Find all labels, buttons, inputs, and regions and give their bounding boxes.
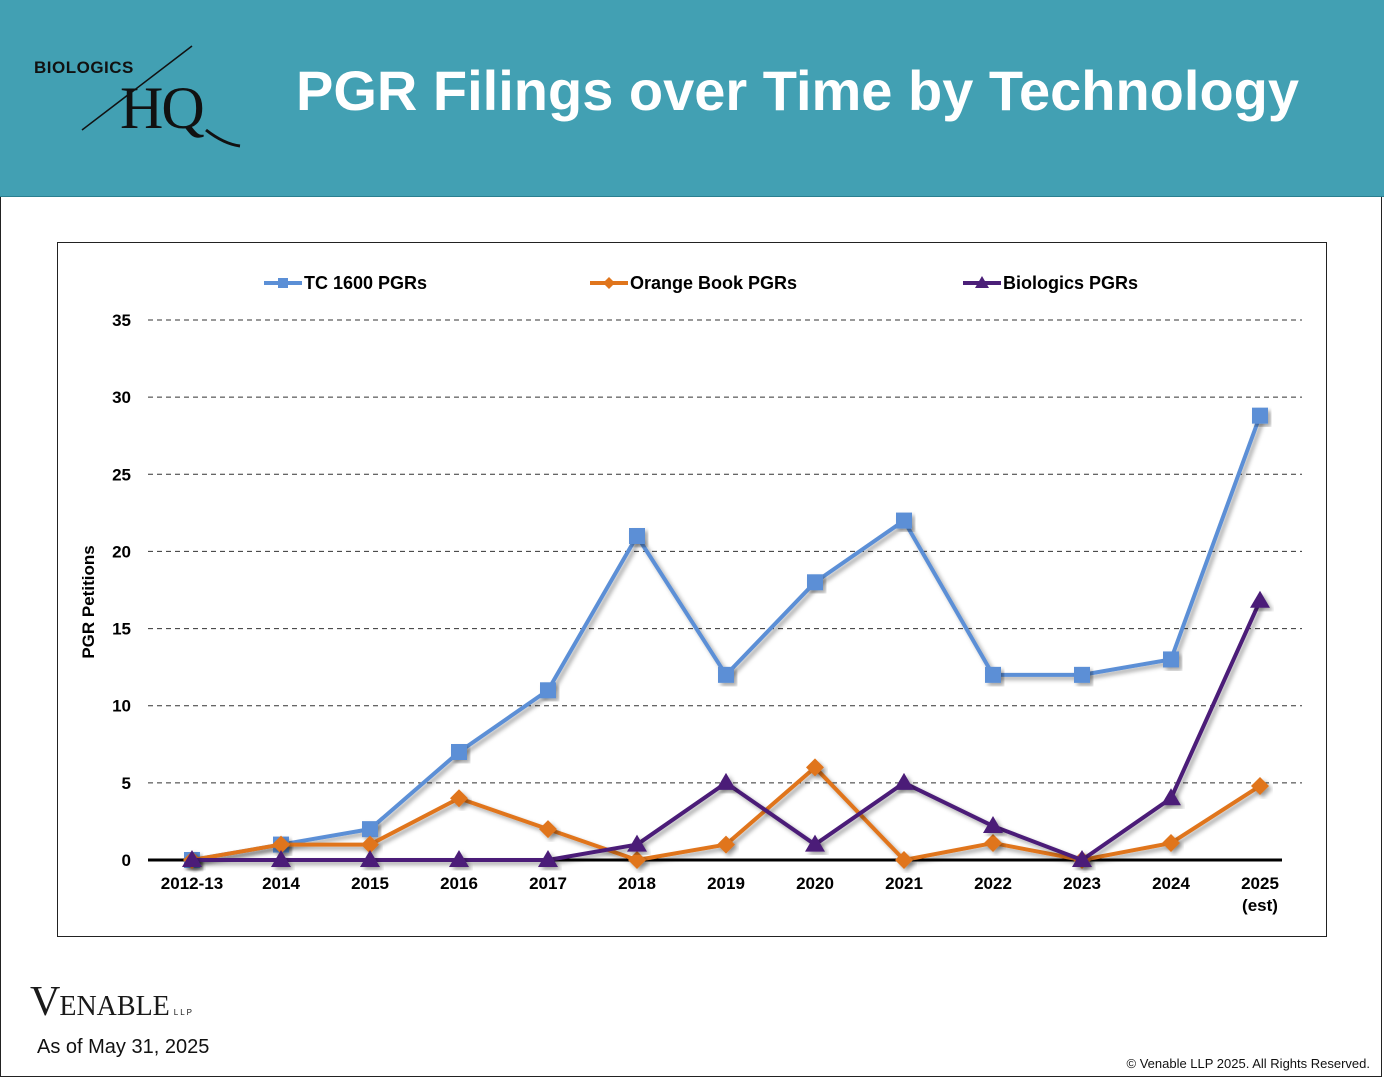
data-point-diamond [361,835,379,854]
x-tick-label: 2017 [529,874,567,893]
data-point-triangle [1161,788,1181,806]
data-point-triangle [449,850,469,867]
data-point-square [540,682,556,699]
y-tick-label: 25 [112,465,131,484]
x-tick-label: 2023 [1063,874,1101,893]
x-tick-label: 2012-13 [161,874,223,893]
x-tick-label: 2024 [1152,874,1190,893]
legend-marker [603,277,615,289]
logo-main-text: HQ [120,75,205,141]
data-point-triangle [627,834,647,852]
legend-label: Biologics PGRs [1003,273,1138,293]
series-line-2 [192,599,1262,862]
logo-top-text: BIOLOGICS [34,58,134,77]
y-tick-label: 0 [122,851,131,870]
data-point-diamond [628,851,646,869]
chart-panel: 0 5 10 15 20 25 30 35 PGR Petitions 2012-13 2014 20… [57,242,1327,937]
data-point-square [629,528,645,544]
y-axis-label: PGR Petitions [79,545,98,658]
series-line-0 [191,414,1262,862]
x-tick-label: 2018 [618,874,656,893]
data-point-triangle [538,850,558,867]
venable-logo: VENABLE LLP [30,978,194,1026]
data-point-diamond [806,758,824,777]
data-point-square [1252,407,1268,424]
data-point-square [718,666,734,683]
data-point-triangle [983,816,1003,834]
x-tick-label: 2021 [885,874,923,893]
logo-slash-icon [81,45,241,148]
data-point-square [985,666,1001,683]
data-point-square [1163,651,1179,668]
y-tick-label: 20 [112,542,131,561]
x-tick-label: 2015 [351,874,389,893]
x-tick-label: 2014 [262,874,300,893]
data-point-square [896,512,912,529]
x-tick-label: 2025 (est) [1241,874,1279,915]
data-point-diamond [1251,776,1269,795]
brand-initial: V [30,979,60,1025]
x-tick-label: 2020 [796,874,834,893]
data-point-diamond [272,835,290,854]
data-point-triangle [360,850,380,867]
data-point-diamond [984,834,1002,853]
y-tick-label: 15 [112,620,131,639]
data-point-square [362,821,378,838]
data-point-diamond [717,835,735,854]
data-point-square [1074,666,1090,683]
y-tick-label: 5 [122,774,131,793]
x-tick-label: 2016 [440,874,478,893]
as-of-date: As of May 31, 2025 [37,1036,210,1058]
copyright-notice: © Venable LLP 2025. All Rights Reserved. [1126,1056,1371,1071]
legend-marker [278,278,288,288]
data-point-triangle [182,850,202,867]
y-tick-label: 30 [112,388,131,407]
y-tick-label: 35 [112,311,131,330]
data-point-triangle [805,834,825,852]
brand-suffix: LLP [173,1008,195,1017]
biologics-hq-logo: BIOLOGICS HQ [28,44,248,154]
legend-label: TC 1600 PGRs [304,273,427,293]
data-point-triangle [1072,850,1092,867]
data-point-diamond [895,851,913,869]
data-point-triangle [716,772,736,790]
page-title: PGR Filings over Time by Technology [296,59,1299,122]
x-tick-label: 2019 [707,874,745,893]
legend-marker [975,276,989,288]
brand-rest: ENABLE [59,991,170,1022]
data-point-diamond [450,789,468,808]
data-point-triangle [1250,590,1270,608]
data-point-diamond [1162,834,1180,853]
line-chart: 0 5 10 15 20 25 30 35 PGR Petitions 2012-13 2014 20… [79,273,1302,915]
data-point-square [451,744,467,760]
data-point-square [807,574,823,591]
data-point-diamond [539,820,557,839]
header-banner: BIOLOGICS HQ PGR Filings over Time by Te… [0,0,1384,197]
x-tick-label: 2022 [974,874,1012,893]
data-point-triangle [271,850,291,867]
y-tick-label: 10 [112,697,131,716]
legend-label: Orange Book PGRs [630,273,797,293]
data-point-triangle [894,772,914,790]
